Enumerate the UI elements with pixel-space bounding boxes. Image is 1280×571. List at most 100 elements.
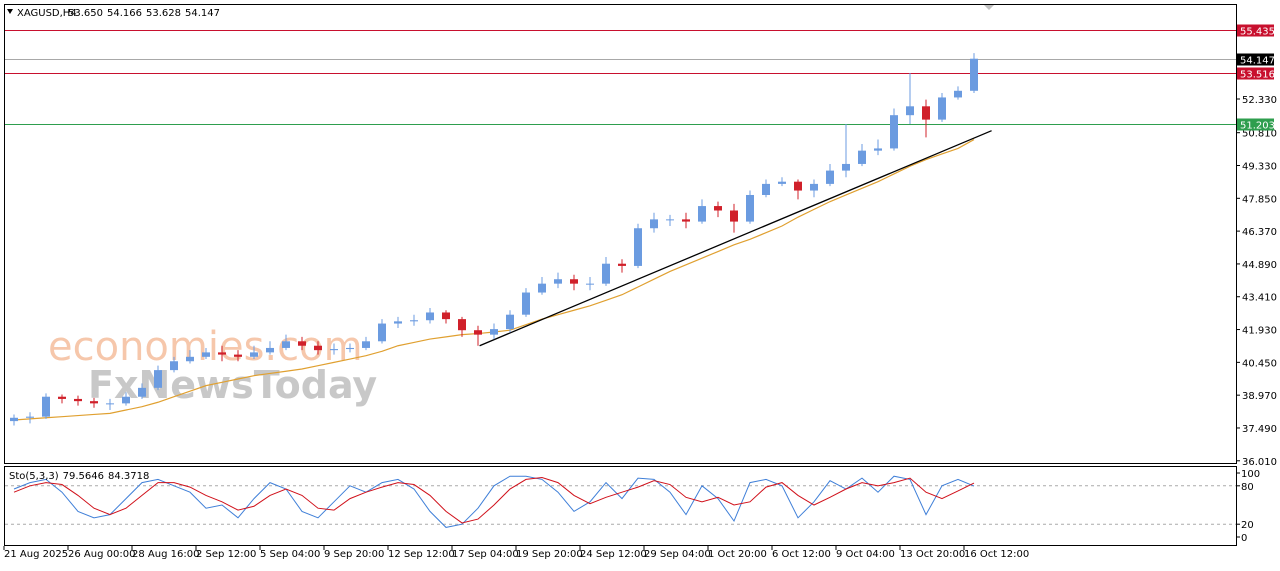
ohlc-value: 54.147 — [185, 8, 220, 19]
y-tick-label: 100 — [1241, 469, 1260, 480]
candle-body — [602, 263, 610, 284]
candle-body — [730, 210, 738, 222]
candle-body — [426, 312, 434, 321]
candle-body — [138, 387, 146, 397]
stoch-panel — [4, 466, 1237, 546]
stoch-plot — [5, 475, 1236, 528]
candle-body — [26, 416, 34, 418]
candle-body — [122, 396, 130, 404]
candle-body — [458, 319, 466, 331]
candle-body — [826, 170, 834, 184]
menu-arrow[interactable] — [7, 9, 13, 14]
y-tick-label: 46.370 — [1242, 227, 1277, 238]
candle-body — [442, 312, 450, 320]
stoch-value: 79.5646 — [63, 471, 104, 482]
x-tick-label: 21 Aug 2025 — [4, 549, 68, 560]
stoch-line — [13, 476, 975, 524]
candle-body — [378, 323, 386, 342]
candle-body — [74, 398, 82, 402]
candle-body — [666, 219, 674, 221]
watermark: economies.com — [48, 324, 363, 370]
stoch-line — [13, 475, 975, 528]
candle-body — [170, 361, 178, 371]
candle-body — [634, 228, 642, 266]
y-tick-label: 49.330 — [1242, 161, 1277, 172]
candle-body — [394, 321, 402, 324]
x-tick-label: 19 Sep 20:00 — [516, 549, 583, 560]
candle-body — [90, 401, 98, 404]
candle-body — [314, 345, 322, 351]
y-tick-label: 50.810 — [1242, 129, 1277, 140]
x-tick-label: 28 Aug 16:00 — [132, 549, 199, 560]
candle-body — [650, 219, 658, 229]
candle-body — [570, 279, 578, 284]
level-label: 55.435 — [1240, 27, 1275, 38]
candle-body — [490, 329, 498, 335]
level-label: 54.147 — [1240, 56, 1275, 67]
candle-body — [522, 292, 530, 315]
y-tick-label: 36.010 — [1242, 457, 1277, 468]
ohlc: 53.650 54.166 53.628 54.147 — [68, 8, 220, 19]
x-tick-label: 29 Sep 04:00 — [644, 549, 711, 560]
candle-body — [954, 90, 962, 98]
candle-body — [858, 150, 866, 164]
ohlc-value: 53.628 — [146, 8, 181, 19]
stoch-value: 84.3718 — [108, 471, 149, 482]
candle-body — [810, 183, 818, 191]
candle-body — [234, 354, 242, 357]
candle-body — [282, 341, 290, 348]
level-label-box — [1237, 24, 1274, 37]
level-label-box — [1237, 67, 1274, 80]
x-tick-label: 9 Oct 04:00 — [836, 549, 895, 560]
candle-body — [410, 320, 418, 322]
candle-body — [890, 115, 898, 149]
y-tick-label: 41.930 — [1242, 326, 1277, 337]
candle-body — [842, 163, 850, 171]
candle-body — [186, 356, 194, 362]
symbol: XAGUSD,H4 — [17, 8, 77, 19]
ohlc-value: 53.650 — [68, 8, 103, 19]
level-label-box — [1237, 118, 1274, 131]
candle-body — [618, 263, 626, 266]
y-tick-label: 0 — [1241, 533, 1247, 544]
candle-body — [42, 396, 50, 417]
x-tick-label: 2 Sep 12:00 — [196, 549, 256, 560]
y-tick-label: 80 — [1241, 482, 1254, 493]
candle-body — [106, 403, 114, 405]
axes: 36.010 37.490 38.970 40.450 41.930 43.410 44.8… — [3, 24, 1277, 560]
candle-body — [698, 206, 706, 222]
candle-body — [362, 341, 370, 348]
candle-body — [58, 396, 66, 399]
candle-body — [538, 283, 546, 293]
stoch-title: Sto(5,3,3) 79.5646 84.3718 — [9, 471, 149, 482]
y-tick-label: 40.450 — [1242, 358, 1277, 369]
candle-body — [922, 106, 930, 120]
candle-body — [298, 341, 306, 346]
candle-body — [906, 106, 914, 116]
y-tick-label: 38.970 — [1242, 391, 1277, 402]
candle-body — [266, 347, 274, 353]
y-tick-label: 44.890 — [1242, 260, 1277, 271]
candle-body — [474, 330, 482, 335]
level-label-box — [1237, 53, 1274, 66]
x-tick-label: 12 Sep 12:00 — [388, 549, 455, 560]
watermark: FxNewsToday — [88, 363, 377, 407]
y-tick-label: 20 — [1241, 520, 1254, 531]
candle-body — [586, 283, 594, 285]
y-tick-label: 47.850 — [1242, 194, 1277, 205]
candle-body — [154, 370, 162, 388]
candle-body — [714, 206, 722, 211]
x-tick-label: 24 Sep 12:00 — [580, 549, 647, 560]
level-label: 51.203 — [1240, 121, 1275, 132]
x-tick-label: 6 Oct 12:00 — [772, 549, 831, 560]
stoch-name: Sto(5,3,3) — [9, 471, 59, 482]
trendline — [479, 130, 992, 347]
candle-body — [250, 352, 258, 357]
candle-body — [970, 58, 978, 91]
y-tick-label: 52.330 — [1242, 95, 1277, 106]
candle-body — [682, 219, 690, 222]
candle-body — [938, 97, 946, 120]
candle-body — [202, 352, 210, 357]
